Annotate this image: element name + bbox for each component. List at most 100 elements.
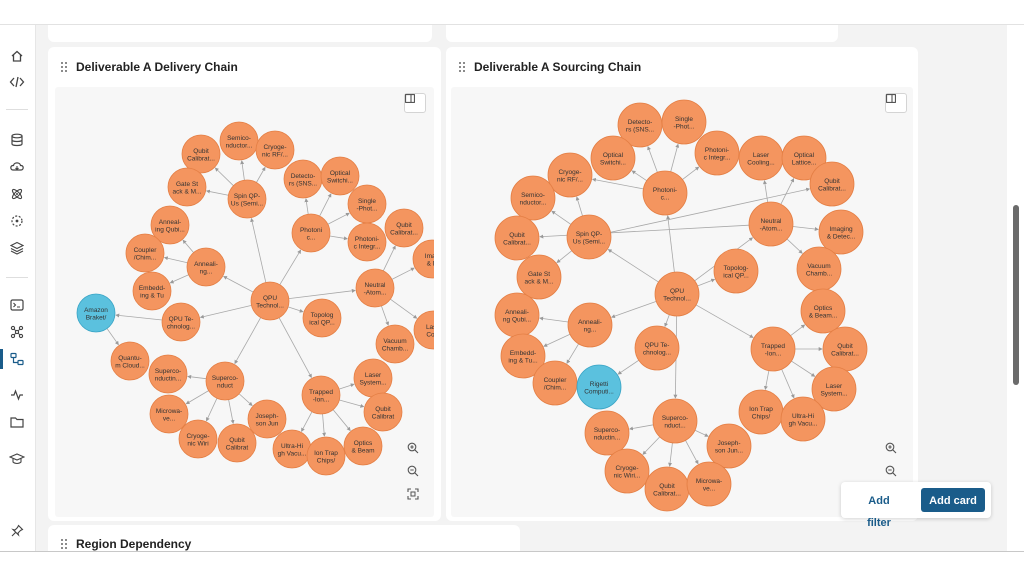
graph-node[interactable]: Single -Phot... [661,99,707,145]
zoom-out-button[interactable] [885,465,905,485]
graph-node-circle[interactable] [576,364,622,410]
toggle-panel-button[interactable] [404,93,426,113]
graph-node[interactable]: Anneali-ng... [186,247,226,287]
graph-node[interactable]: Optics & Beam... [800,288,846,334]
graph-node[interactable]: Qubit Calibrat... [384,208,424,248]
sourcing-chain-graph[interactable]: Detecto-rs (SNS... Single -Phot... Optical S… [451,87,913,517]
graph-node-circle[interactable] [494,215,540,261]
graph-node-circle[interactable] [375,324,415,364]
graph-node-circle[interactable] [750,326,796,372]
graph-node-circle[interactable] [413,310,434,350]
graph-node[interactable]: Trapped -Ion... [301,375,341,415]
graph-node[interactable]: Laser System... [353,358,393,398]
home-icon[interactable] [8,47,26,65]
graph-node[interactable]: Joseph-son Jun... [706,423,752,469]
graph-node-circle[interactable] [306,436,346,476]
download-cloud-icon[interactable] [8,158,26,176]
zoom-in-button[interactable] [407,442,427,462]
zoom-in-button[interactable] [885,442,905,462]
graph-node-circle[interactable] [247,399,287,439]
graph-node[interactable]: Semico-nductor... [510,175,556,221]
graph-node[interactable]: Vacuum Chamb... [796,246,842,292]
graph-node-circle[interactable] [320,156,360,196]
graph-node-circle[interactable] [781,135,827,181]
graph-node[interactable]: Spin QP-Us (Semi... [227,179,267,219]
graph-node[interactable]: Photoni-c... [642,170,688,216]
graph-node[interactable]: Coupler/Chim... [125,233,165,273]
graph-node-circle[interactable] [205,361,245,401]
graph-node-circle[interactable] [547,152,593,198]
atom-icon[interactable] [8,185,26,203]
graph-node-circle[interactable] [412,239,434,279]
graph-node[interactable]: Optical Switchi... [320,156,360,196]
graph-node[interactable]: Ultra-Hi gh Vacu... [780,396,826,442]
graph-node-circle[interactable] [150,205,190,245]
graph-node[interactable]: Joseph-son Jun [247,399,287,439]
graph-node[interactable]: Qubit Calibrat... [822,326,868,372]
graph-node[interactable]: Quantu-m Cloud... [110,341,150,381]
graph-node-circle[interactable] [347,222,387,262]
page-scrollbar[interactable] [1008,25,1024,551]
graph-node[interactable]: Topolog ical QP... [302,298,342,338]
graph-view-icon[interactable] [8,350,26,368]
graph-node[interactable]: Gate St ack & M... [516,254,562,300]
graph-node[interactable]: Microwa-ve... [686,461,732,507]
graph-node[interactable]: Cryoge-nic Wiri [178,419,218,459]
graph-node-circle[interactable] [566,214,612,260]
graph-node-circle[interactable] [510,175,556,221]
graph-node[interactable]: QPU Te-chnolog... [161,302,201,342]
fit-view-button[interactable] [407,488,427,508]
drag-handle-icon[interactable] [458,61,466,73]
graph-node-circle[interactable] [686,461,732,507]
scrollbar-thumb[interactable] [1013,205,1019,385]
graph-node[interactable]: Qubit Calibrat... [181,134,221,174]
graph-node-circle[interactable] [811,366,857,412]
graph-node[interactable]: Semico-nductor... [219,121,259,161]
graph-node-circle[interactable] [355,268,395,308]
graph-node[interactable]: Cryoge-nic RF/... [547,152,593,198]
graph-node-circle[interactable] [706,423,752,469]
graph-node[interactable]: Imag& D [412,239,434,279]
graph-node[interactable]: Topolog-ical QP... [713,248,759,294]
learning-icon[interactable] [8,450,26,468]
graph-node-circle[interactable] [227,179,267,219]
graph-node-circle[interactable] [584,410,630,456]
graph-node-circle[interactable] [363,392,403,432]
add-filter-button[interactable]: Add filter [849,489,909,529]
graph-node[interactable]: Superco-nductin... [584,410,630,456]
graph-node-circle[interactable] [500,333,546,379]
graph-node-circle[interactable] [301,375,341,415]
graph-node[interactable]: Trapped -Ion... [750,326,796,372]
graph-node-circle[interactable] [255,130,295,170]
graph-node[interactable]: Superco-nduct... [652,398,698,444]
graph-node[interactable]: Vacuum Chamb... [375,324,415,364]
graph-node-circle[interactable] [818,209,864,255]
graph-node[interactable]: Embedd-ing & Tu... [500,333,546,379]
graph-node[interactable]: Imaging & Detec... [818,209,864,255]
database-icon[interactable] [8,131,26,149]
graph-node[interactable]: Laser Cooling... [738,135,784,181]
terminal-icon[interactable] [8,296,26,314]
zoom-out-button[interactable] [407,465,427,485]
graph-node[interactable]: Neutral -Atom... [748,201,794,247]
pin-icon[interactable] [8,522,26,540]
delivery-chain-graph[interactable]: Semico-nductor... Qubit Calibrat... Cryoge-… [55,87,434,517]
graph-node[interactable]: Photoni c... [291,213,331,253]
graph-node-circle[interactable] [132,271,172,311]
graph-node[interactable]: Spin QP-Us (Semi... [566,214,612,260]
code-icon[interactable] [8,73,26,91]
toggle-panel-button[interactable] [885,93,907,113]
graph-node-circle[interactable] [110,341,150,381]
graph-node[interactable]: Detecto-rs (SNS... [283,159,323,199]
graph-node-circle[interactable] [567,302,613,348]
graph-node-circle[interactable] [652,398,698,444]
graph-node-circle[interactable] [713,248,759,294]
graph-node-circle[interactable] [181,134,221,174]
graph-node[interactable]: QPU Technol... [654,271,700,317]
graph-node[interactable]: Coupler/Chim... [532,360,578,406]
graph-node-circle[interactable] [384,208,424,248]
graph-node-circle[interactable] [186,247,226,287]
graph-node[interactable]: Superco-nduct [205,361,245,401]
graph-node-circle[interactable] [748,201,794,247]
graph-node[interactable]: Qubit Calibrat... [494,215,540,261]
